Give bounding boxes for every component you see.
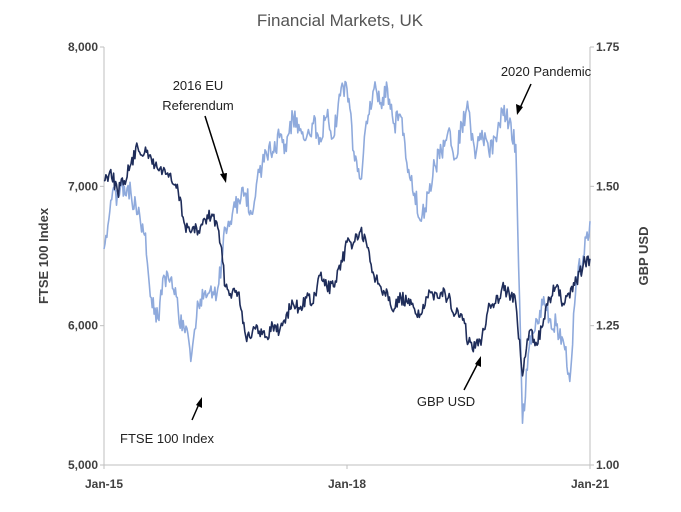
annotation-pandemic-arrowhead (516, 104, 523, 115)
annotation-gbpusd-label: GBP USD (417, 394, 475, 409)
x-tick-label: Jan-15 (85, 477, 123, 491)
x-tick-label: Jan-21 (571, 477, 609, 491)
chart-title: Financial Markets, UK (257, 11, 424, 30)
left-axis-ticks: 5,000 6,000 7,000 8,000 (68, 40, 104, 472)
annotation-ftse-label: FTSE 100 Index (120, 431, 214, 446)
annotation-gbpusd: GBP USD (417, 356, 481, 409)
annotation-eu-referendum-line1: 2016 EU (173, 78, 224, 93)
left-tick-label: 8,000 (68, 40, 98, 54)
annotation-eu-referendum: 2016 EU Referendum (162, 78, 234, 183)
right-tick-label: 1.25 (596, 319, 620, 333)
series-line-ftse-100 (103, 80, 591, 424)
annotation-ftse: FTSE 100 Index (120, 397, 214, 446)
left-tick-label: 6,000 (68, 319, 98, 333)
right-tick-label: 1.00 (596, 458, 620, 472)
annotation-ftse-arrowhead (196, 397, 202, 408)
annotation-eu-referendum-arrow (204, 115, 225, 177)
right-axis-title: GBP USD (636, 227, 651, 286)
x-tick-label: Jan-18 (328, 477, 366, 491)
left-tick-label: 5,000 (68, 458, 98, 472)
annotation-ftse-arrow (191, 403, 200, 421)
annotation-pandemic-arrow (519, 83, 532, 109)
annotation-pandemic: 2020 Pandemic (501, 64, 592, 115)
annotation-eu-referendum-arrowhead (220, 173, 227, 183)
left-tick-label: 7,000 (68, 179, 98, 193)
series-layer (103, 80, 591, 424)
annotation-gbpusd-arrow (463, 362, 479, 391)
right-tick-label: 1.50 (596, 179, 620, 193)
annotation-eu-referendum-line2: Referendum (162, 98, 234, 113)
left-axis-title: FTSE 100 Index (36, 207, 51, 304)
annotation-gbpusd-arrowhead (475, 356, 481, 367)
series-line-gbp-usd (103, 142, 591, 377)
x-axis-ticks: Jan-15 Jan-18 Jan-21 (85, 465, 609, 491)
right-tick-label: 1.75 (596, 40, 620, 54)
right-axis-ticks: 1.00 1.25 1.50 1.75 (590, 40, 620, 472)
annotation-pandemic-label: 2020 Pandemic (501, 64, 592, 79)
